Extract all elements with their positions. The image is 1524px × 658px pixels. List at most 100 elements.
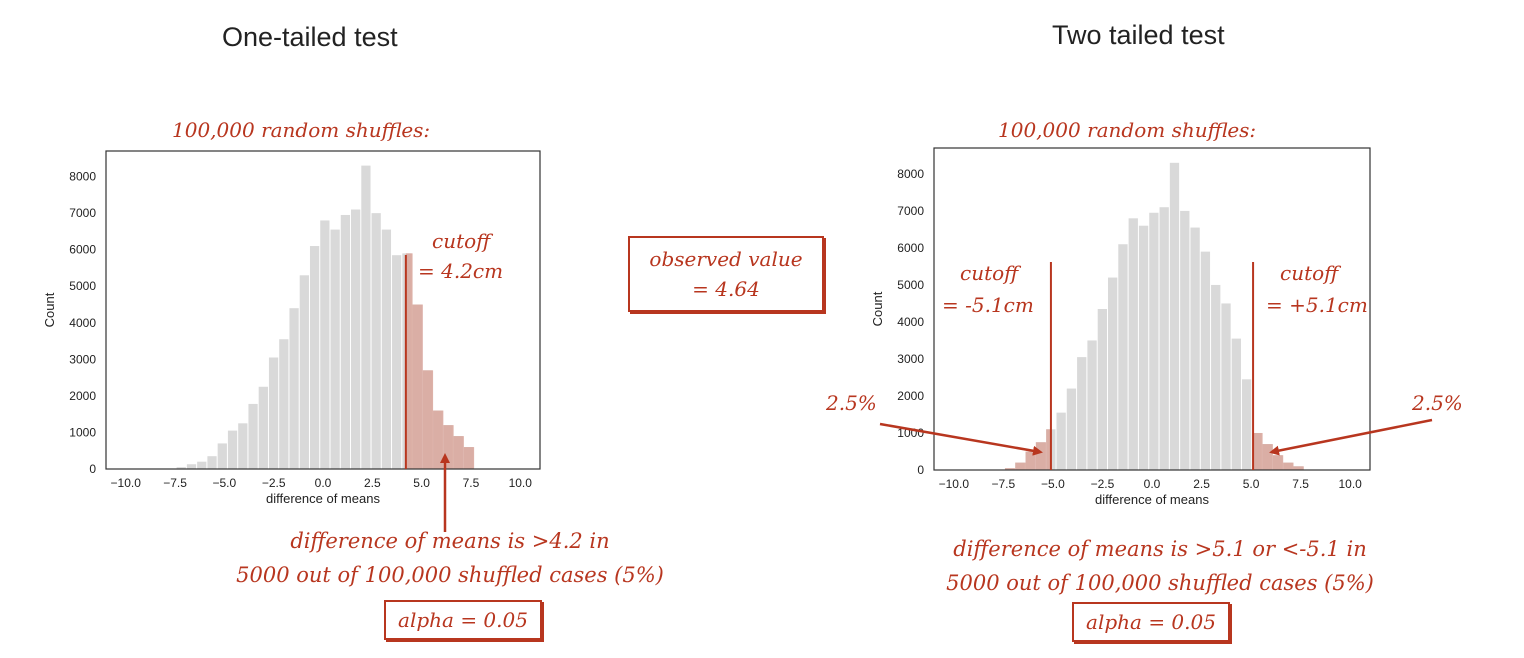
y-tick-label: 8000 xyxy=(897,167,924,181)
observed-value-line1: observed value xyxy=(649,247,803,271)
histogram-bar xyxy=(1200,251,1211,470)
left-section-title: One-tailed test xyxy=(222,22,398,52)
shaded-tail-bar xyxy=(1253,432,1263,470)
histogram-bar xyxy=(238,423,248,469)
right-caption-line2: 5000 out of 100,000 shuffled cases (5%) xyxy=(946,571,1374,595)
histogram-bar xyxy=(186,464,197,469)
y-tick-label: 2000 xyxy=(897,389,924,403)
left-tail-percent-label: 2.5% xyxy=(825,391,877,415)
shaded-tail-bar xyxy=(412,304,423,469)
y-tick-label: 0 xyxy=(89,462,96,476)
histogram-bar xyxy=(299,275,309,469)
histogram-bar xyxy=(361,165,371,469)
observed-value-box: observed value = 4.64 xyxy=(628,236,824,312)
histogram-bar xyxy=(371,213,381,469)
histogram-bar xyxy=(207,456,217,469)
y-axis-label: Count xyxy=(870,291,885,326)
shaded-tail-bar xyxy=(1293,466,1304,470)
x-tick-label: 10.0 xyxy=(509,476,533,490)
x-tick-label: −2.5 xyxy=(262,476,286,490)
histogram-bar xyxy=(248,403,258,469)
y-tick-label: 7000 xyxy=(897,204,924,218)
shaded-tail-bar xyxy=(453,436,464,469)
histogram-bar xyxy=(1190,227,1200,470)
plot-frame xyxy=(933,147,1371,471)
histogram-bar xyxy=(1169,162,1180,470)
right-cutoff-neg-label-line2: = -5.1cm xyxy=(942,293,1034,317)
right-cutoff-pos-label-line2: = +5.1cm xyxy=(1266,293,1368,317)
right-cutoff-neg-label-line1: cutoff xyxy=(960,261,1022,285)
right-alpha-box: alpha = 0.05 xyxy=(1072,602,1230,642)
x-tick-label: −5.0 xyxy=(213,476,237,490)
shaded-tail-bar xyxy=(1035,442,1047,470)
histogram-bar xyxy=(176,467,186,469)
shaded-tail-bar xyxy=(405,253,413,469)
y-tick-label: 4000 xyxy=(69,316,96,330)
x-tick-label: 5.0 xyxy=(413,476,430,490)
y-tick-label: 7000 xyxy=(69,206,96,220)
two-tailed-histogram: −10.0 −7.5 −5.0 −2.5 0.0 2.5 5.0 7.5 10.00100020… xyxy=(870,147,1371,507)
left-caption-line2: 5000 out of 100,000 shuffled cases (5%) xyxy=(236,563,664,587)
shaded-tail-bar xyxy=(1015,462,1026,470)
right-tail-percent-label: 2.5% xyxy=(1411,391,1463,415)
histogram-bar xyxy=(1180,210,1190,470)
histogram-bar xyxy=(1087,340,1097,470)
histogram-bar xyxy=(1221,303,1231,470)
shaded-tail-bar xyxy=(463,447,475,469)
right-cutoff-pos-label-line1: cutoff xyxy=(1280,261,1342,285)
histogram-bar xyxy=(1159,207,1169,470)
histogram-bar xyxy=(289,308,299,469)
histogram-bar xyxy=(1128,218,1138,470)
x-tick-label: 0.0 xyxy=(1144,477,1161,491)
histogram-bar xyxy=(1118,244,1128,470)
right-chart-subtitle: 100,000 random shuffles: xyxy=(998,118,1257,142)
x-tick-label: 2.5 xyxy=(364,476,381,490)
histogram-bar xyxy=(320,220,330,469)
histogram-bar xyxy=(217,443,227,469)
x-axis-label: difference of means xyxy=(1095,492,1209,507)
x-tick-label: −7.5 xyxy=(992,477,1016,491)
histogram-bar xyxy=(392,255,402,469)
x-tick-label: 2.5 xyxy=(1193,477,1210,491)
histogram-bar xyxy=(258,386,268,469)
histogram-bar xyxy=(1066,388,1077,470)
histogram-bar xyxy=(1097,309,1108,470)
y-tick-label: 3000 xyxy=(897,352,924,366)
histogram-bar xyxy=(340,214,351,469)
histogram-bar xyxy=(1149,212,1159,470)
right-caption-line1: difference of means is >5.1 or <-5.1 in xyxy=(953,537,1367,561)
histogram-bar xyxy=(351,209,361,469)
histogram-bar xyxy=(279,339,289,469)
one-tailed-histogram: −10.0 −7.5 −5.0 −2.5 0.0 2.5 5.0 7.5 10.0 0 1000 20… xyxy=(42,150,541,506)
histogram-bar xyxy=(1241,379,1252,470)
x-tick-label: 10.0 xyxy=(1339,477,1363,491)
histogram-bar xyxy=(1211,284,1221,470)
histogram-bar xyxy=(1108,277,1118,470)
shaded-tail-bar xyxy=(1046,429,1051,470)
histogram-bar xyxy=(330,229,340,469)
y-tick-label: 1000 xyxy=(69,425,96,439)
left-tail-arrow xyxy=(879,422,1043,456)
histogram-bar xyxy=(381,229,392,469)
x-tick-label: −10.0 xyxy=(939,477,970,491)
left-caption: difference of means is >4.2 in 5000 out … xyxy=(190,524,710,592)
y-tick-label: 5000 xyxy=(69,279,96,293)
x-tick-label: 7.5 xyxy=(463,476,480,490)
shaded-tail-bar xyxy=(422,370,434,469)
y-tick-label: 8000 xyxy=(69,170,96,184)
x-tick-label: −7.5 xyxy=(163,476,187,490)
shaded-tail-bar xyxy=(443,425,454,469)
left-chart-subtitle: 100,000 random shuffles: xyxy=(172,118,431,142)
x-axis-label: difference of means xyxy=(266,491,380,506)
observed-value-line2: = 4.64 xyxy=(692,277,760,301)
x-tick-label: 0.0 xyxy=(315,476,332,490)
shaded-tail-bar xyxy=(1004,468,1016,470)
right-caption: difference of means is >5.1 or <-5.1 in … xyxy=(880,532,1440,600)
y-tick-label: 3000 xyxy=(69,352,96,366)
x-tick-label: −5.0 xyxy=(1041,477,1065,491)
histogram-bar xyxy=(1056,412,1066,470)
y-tick-label: 6000 xyxy=(69,243,96,257)
y-tick-label: 2000 xyxy=(69,389,96,403)
x-tick-label: 5.0 xyxy=(1243,477,1260,491)
